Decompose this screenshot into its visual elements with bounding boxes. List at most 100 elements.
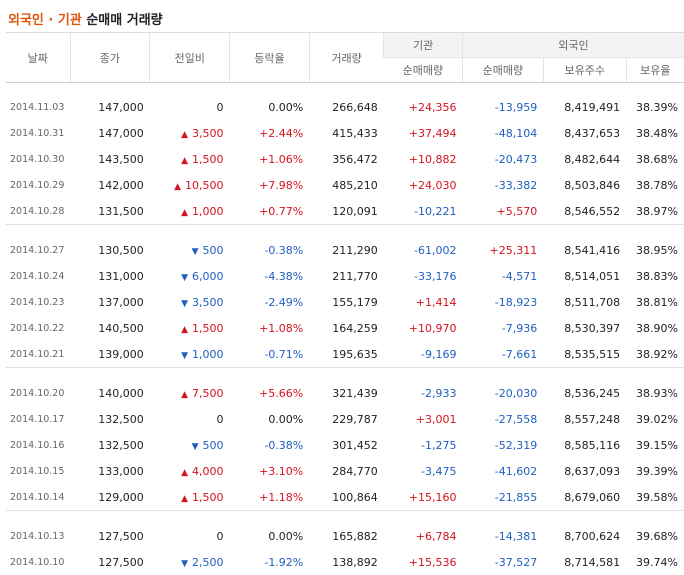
- cell-change: ▲1,500: [150, 315, 230, 341]
- cell-volume: 165,882: [309, 523, 384, 549]
- arrow-up-icon: ▲: [181, 208, 188, 218]
- cell-ratio: 38.92%: [626, 341, 684, 368]
- cell-rate: 0.00%: [230, 523, 310, 549]
- cell-foreign-net: +5,570: [462, 198, 543, 225]
- cell-change: 0: [150, 523, 230, 549]
- cell-close: 147,000: [70, 120, 150, 146]
- arrow-up-icon: ▲: [181, 325, 188, 335]
- cell-foreign-net: -13,959: [462, 94, 543, 120]
- cell-rate: -0.38%: [230, 432, 310, 458]
- cell-date: 2014.10.21: [6, 341, 70, 368]
- cell-close: 132,500: [70, 406, 150, 432]
- cell-volume: 155,179: [309, 289, 384, 315]
- spacer-cell: [6, 83, 684, 95]
- change-value: 7,500: [192, 387, 224, 400]
- cell-ratio: 39.58%: [626, 484, 684, 511]
- cell-close: 132,500: [70, 432, 150, 458]
- cell-close: 131,500: [70, 198, 150, 225]
- change-value: 1,000: [192, 348, 224, 361]
- cell-date: 2014.10.15: [6, 458, 70, 484]
- cell-change: ▲1,000: [150, 198, 230, 225]
- cell-close: 147,000: [70, 94, 150, 120]
- header-inst-net: 순매매량: [384, 58, 463, 83]
- cell-date: 2014.10.29: [6, 172, 70, 198]
- change-value: 3,500: [192, 127, 224, 140]
- group-spacer: [6, 226, 684, 237]
- cell-rate: +5.66%: [230, 380, 310, 406]
- cell-rate: +1.08%: [230, 315, 310, 341]
- cell-volume: 211,770: [309, 263, 384, 289]
- cell-change: ▼6,000: [150, 263, 230, 289]
- cell-volume: 211,290: [309, 237, 384, 263]
- header-foreign: 외국인: [462, 33, 684, 58]
- cell-inst-net: +10,882: [384, 146, 463, 172]
- cell-close: 142,000: [70, 172, 150, 198]
- cell-change: 0: [150, 94, 230, 120]
- cell-inst-net: +24,030: [384, 172, 463, 198]
- cell-holdings: 8,511,708: [543, 289, 626, 315]
- cell-rate: +1.18%: [230, 484, 310, 511]
- cell-change: ▲10,500: [150, 172, 230, 198]
- cell-holdings: 8,700,624: [543, 523, 626, 549]
- cell-volume: 321,439: [309, 380, 384, 406]
- change-value: 500: [203, 439, 224, 452]
- group-spacer: [6, 369, 684, 380]
- cell-volume: 301,452: [309, 432, 384, 458]
- header-institution: 기관: [384, 33, 463, 58]
- cell-close: 140,000: [70, 380, 150, 406]
- header-date: 날짜: [6, 33, 70, 83]
- cell-rate: +3.10%: [230, 458, 310, 484]
- cell-holdings: 8,503,846: [543, 172, 626, 198]
- arrow-up-icon: ▲: [181, 494, 188, 504]
- arrow-down-icon: ▼: [192, 247, 199, 257]
- cell-date: 2014.10.22: [6, 315, 70, 341]
- cell-holdings: 8,679,060: [543, 484, 626, 511]
- cell-foreign-net: -14,381: [462, 523, 543, 549]
- cell-close: 131,000: [70, 263, 150, 289]
- cell-close: 137,000: [70, 289, 150, 315]
- cell-foreign-net: -52,319: [462, 432, 543, 458]
- cell-date: 2014.10.10: [6, 549, 70, 575]
- cell-ratio: 38.78%: [626, 172, 684, 198]
- cell-inst-net: -2,933: [384, 380, 463, 406]
- header-holdings: 보유주수: [543, 58, 626, 83]
- cell-volume: 195,635: [309, 341, 384, 368]
- cell-holdings: 8,585,116: [543, 432, 626, 458]
- cell-inst-net: +3,001: [384, 406, 463, 432]
- cell-foreign-net: -33,382: [462, 172, 543, 198]
- cell-holdings: 8,546,552: [543, 198, 626, 225]
- cell-holdings: 8,541,416: [543, 237, 626, 263]
- cell-foreign-net: -7,661: [462, 341, 543, 368]
- cell-close: 133,000: [70, 458, 150, 484]
- cell-close: 129,000: [70, 484, 150, 511]
- cell-ratio: 39.02%: [626, 406, 684, 432]
- cell-volume: 356,472: [309, 146, 384, 172]
- change-value: 0: [217, 413, 224, 426]
- cell-inst-net: -3,475: [384, 458, 463, 484]
- cell-inst-net: +37,494: [384, 120, 463, 146]
- cell-inst-net: -9,169: [384, 341, 463, 368]
- header-ratio: 보유율: [626, 58, 684, 83]
- page-title: 외국인 · 기관 순매매 거래량: [8, 9, 163, 28]
- change-value: 2,500: [192, 556, 224, 569]
- arrow-down-icon: ▼: [192, 442, 199, 452]
- cell-rate: 0.00%: [230, 94, 310, 120]
- change-value: 6,000: [192, 270, 224, 283]
- header-close: 종가: [70, 33, 150, 83]
- cell-ratio: 38.81%: [626, 289, 684, 315]
- cell-volume: 138,892: [309, 549, 384, 575]
- cell-volume: 266,648: [309, 94, 384, 120]
- cell-date: 2014.10.23: [6, 289, 70, 315]
- cell-change: ▼500: [150, 237, 230, 263]
